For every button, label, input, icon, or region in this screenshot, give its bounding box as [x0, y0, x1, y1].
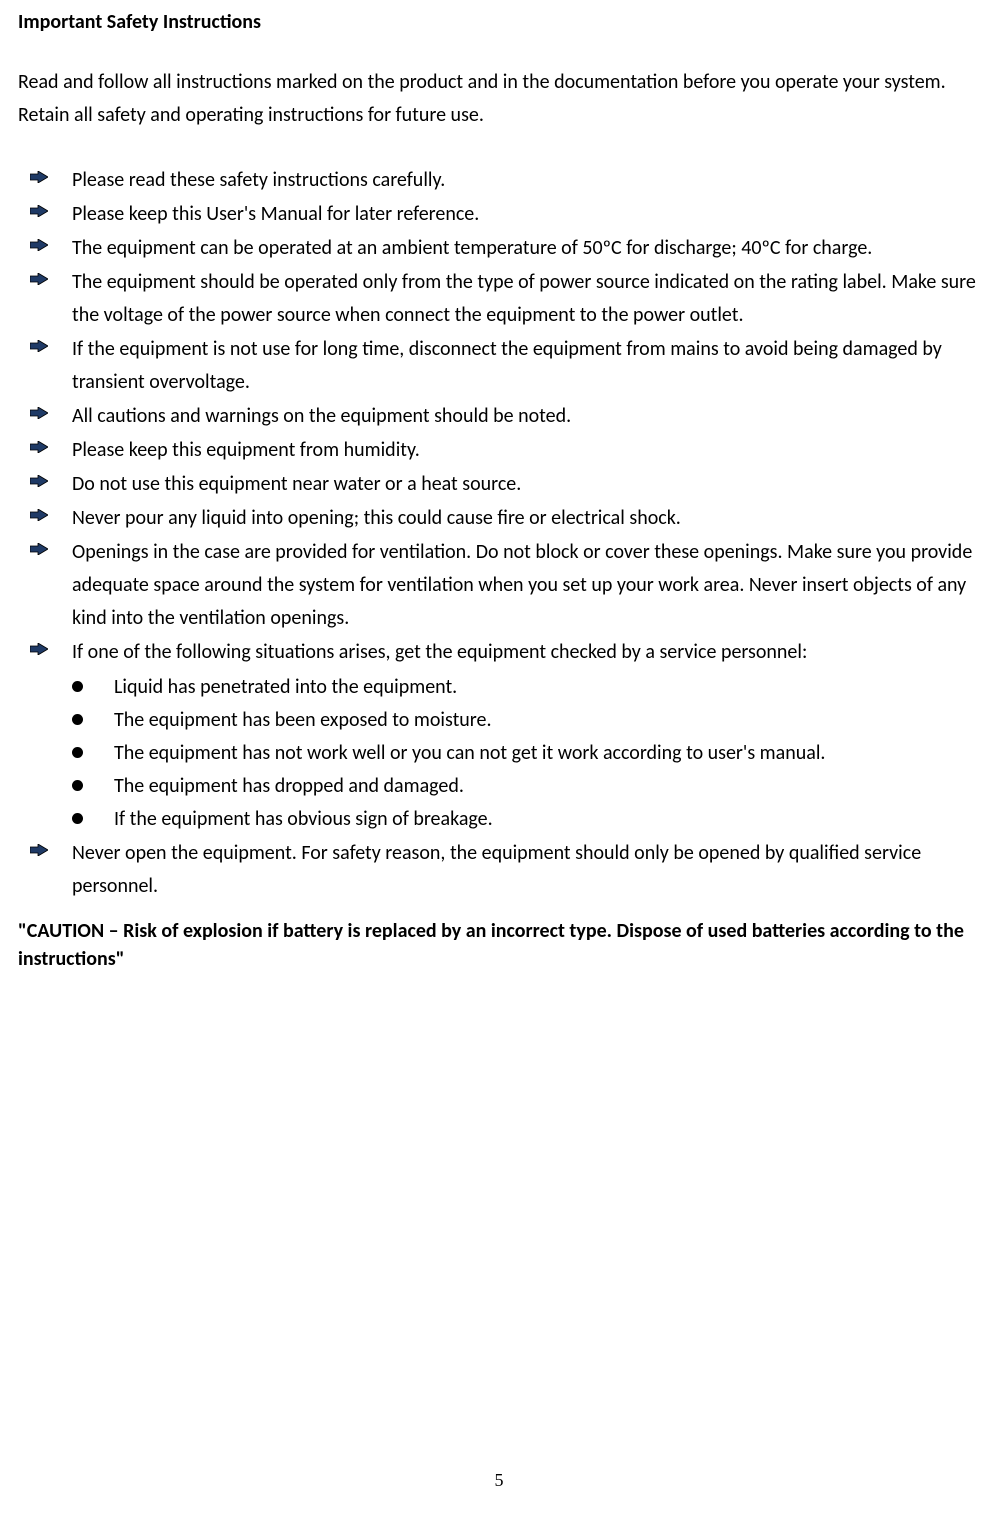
arrow-bullet-icon: [30, 171, 48, 183]
list-item-text: Openings in the case are provided for ve…: [72, 540, 972, 630]
list-item-text: If one of the following situations arise…: [72, 640, 807, 664]
list-item-text: Please keep this User's Manual for later…: [72, 202, 479, 226]
list-item-text: All cautions and warnings on the equipme…: [72, 404, 571, 428]
sub-list-item-text: Liquid has penetrated into the equipment…: [114, 675, 457, 699]
disc-bullet-icon: [72, 780, 83, 791]
disc-bullet-icon: [72, 714, 83, 725]
sub-list-item-text: If the equipment has obvious sign of bre…: [114, 807, 493, 831]
disc-bullet-icon: [72, 747, 83, 758]
list-item-text: Never pour any liquid into opening; this…: [72, 506, 681, 530]
sub-list-item: The equipment has dropped and damaged.: [72, 770, 980, 803]
sub-list: Liquid has penetrated into the equipment…: [72, 671, 980, 836]
list-item: Please read these safety instructions ca…: [30, 164, 980, 197]
sub-list-item-text: The equipment has been exposed to moistu…: [114, 708, 492, 732]
arrow-bullet-icon: [30, 205, 48, 217]
list-item: If one of the following situations arise…: [30, 636, 980, 836]
safety-instruction-list: Please read these safety instructions ca…: [18, 164, 980, 903]
list-item: If the equipment is not use for long tim…: [30, 333, 980, 399]
sub-list-item: The equipment has not work well or you c…: [72, 737, 980, 770]
list-item: Please keep this equipment from humidity…: [30, 434, 980, 467]
arrow-bullet-icon: [30, 643, 48, 655]
arrow-bullet-icon: [30, 273, 48, 285]
list-item-text: Do not use this equipment near water or …: [72, 472, 521, 496]
arrow-bullet-icon: [30, 340, 48, 352]
list-item: The equipment can be operated at an ambi…: [30, 232, 980, 265]
list-item-text: The equipment can be operated at an ambi…: [72, 236, 872, 260]
list-item: Please keep this User's Manual for later…: [30, 198, 980, 231]
arrow-bullet-icon: [30, 475, 48, 487]
sub-list-item: If the equipment has obvious sign of bre…: [72, 803, 980, 836]
list-item-text: Please keep this equipment from humidity…: [72, 438, 420, 462]
arrow-bullet-icon: [30, 239, 48, 251]
page-heading: Important Safety Instructions: [18, 10, 980, 34]
list-item: Never open the equipment. For safety rea…: [30, 837, 980, 903]
arrow-bullet-icon: [30, 844, 48, 856]
list-item: Never pour any liquid into opening; this…: [30, 502, 980, 535]
intro-paragraph: Read and follow all instructions marked …: [18, 66, 980, 132]
list-item-text: If the equipment is not use for long tim…: [72, 337, 942, 394]
list-item: Do not use this equipment near water or …: [30, 468, 980, 501]
list-item-text: Please read these safety instructions ca…: [72, 168, 445, 192]
disc-bullet-icon: [72, 681, 83, 692]
arrow-bullet-icon: [30, 509, 48, 521]
list-item: All cautions and warnings on the equipme…: [30, 400, 980, 433]
list-item-text: The equipment should be operated only fr…: [72, 270, 976, 327]
caution-text: "CAUTION – Risk of explosion if battery …: [18, 917, 980, 973]
arrow-bullet-icon: [30, 543, 48, 555]
sub-list-item: Liquid has penetrated into the equipment…: [72, 671, 980, 704]
arrow-bullet-icon: [30, 441, 48, 453]
list-item: Openings in the case are provided for ve…: [30, 536, 980, 635]
page-number: 5: [0, 1470, 998, 1491]
arrow-bullet-icon: [30, 407, 48, 419]
list-item-text: Never open the equipment. For safety rea…: [72, 841, 921, 898]
sub-list-item: The equipment has been exposed to moistu…: [72, 704, 980, 737]
sub-list-item-text: The equipment has dropped and damaged.: [114, 774, 464, 798]
sub-list-item-text: The equipment has not work well or you c…: [114, 741, 825, 765]
list-item: The equipment should be operated only fr…: [30, 266, 980, 332]
disc-bullet-icon: [72, 813, 83, 824]
